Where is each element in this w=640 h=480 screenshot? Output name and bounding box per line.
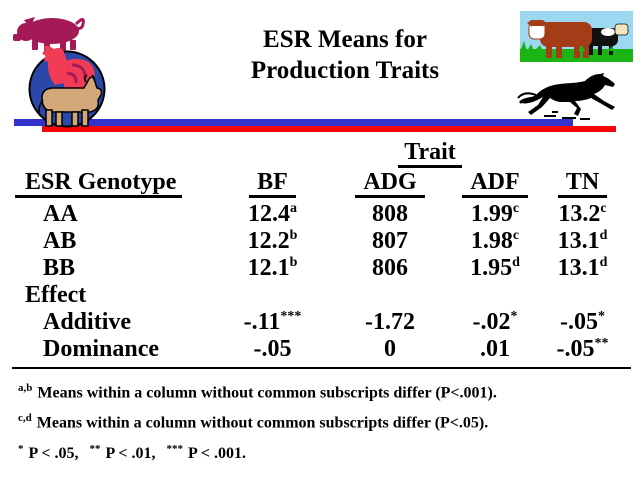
cell-superscript: c [512,201,520,216]
cell-superscript: a [290,201,297,216]
trait-spacer [15,139,225,169]
table-cell [225,282,320,309]
cell-superscript: ** [594,336,609,351]
cell-superscript: b [289,228,298,243]
table-cell: -.02* [472,309,518,335]
row-label: AB [43,228,77,254]
slide-title: ESR Means for Production Traits [175,24,515,86]
grass-tuft [520,41,615,51]
title-line-1: ESR Means for [263,26,427,53]
footnotes: a,b Means within a column without common … [18,379,632,470]
table-cell: 1.95d [470,255,520,281]
footnote-separator-line [12,367,631,369]
cell-superscript: d [512,255,520,270]
table-cell [530,282,635,309]
row-label: AA [43,201,78,227]
table-cell: 13.2c [558,201,607,227]
column-header-bf: BF [225,169,320,201]
row-label: Additive [43,309,132,335]
trait-group-header: Trait [225,139,635,169]
cell-superscript: * [510,309,518,324]
section-label: Effect [25,282,87,308]
title-line-2: Production Traits [250,57,440,84]
rooster-cow-circle [28,45,106,128]
table-cell: -.05** [556,336,609,362]
table-cell: -.05* [560,309,605,335]
table-cell: 13.1d [557,228,608,254]
cell-superscript: b [289,255,298,270]
table-cell: 12.1b [247,255,298,281]
table-cell: -.11*** [243,309,302,335]
cell-superscript: *** [280,309,302,324]
divider-bar-blue [14,119,573,126]
cell-superscript: c [600,201,607,216]
esr-means-table: Trait ESR Genotype BF ADG ADF TN AA 12.4… [15,139,635,363]
cell-superscript: d [599,255,608,270]
table-cell: 806 [372,255,408,281]
table-cell: 1.98c [470,228,520,254]
table-cell: 13.1d [557,255,608,281]
table-cell: -.05 [253,336,292,362]
table-cell: .01 [480,336,510,362]
table-cell: 808 [372,201,408,227]
column-header-tn: TN [530,169,635,201]
row-label: Dominance [43,336,159,362]
motion-dashes [544,111,590,120]
cell-superscript: c [512,228,520,243]
trait-group-label: Trait [398,139,462,168]
table-cell [320,282,460,309]
table-cell: 12.2b [247,228,298,254]
table-cell: 12.4a [248,201,297,227]
divider-bar-red [42,126,616,132]
table-cell: 0 [384,336,396,362]
pig-rooster-cow-logo-icon [13,17,106,128]
table-cell: -1.72 [365,309,415,335]
table-cell: 1.99c [470,201,520,227]
column-header-adf: ADF [460,169,530,201]
footnote-significance: * P < .05, ** P < .01, *** P < .001. [18,442,247,462]
cell-superscript: d [599,228,608,243]
row-label: BB [43,255,76,281]
cattle-grazing-icon [520,11,633,62]
pig-icon [13,17,85,51]
galloping-horse-icon [517,73,615,120]
black-cow-icon [584,23,629,55]
column-header-genotype: ESR Genotype [15,169,225,201]
footnote-ab: a,b Means within a column without common … [18,382,497,402]
cell-superscript: * [598,309,605,324]
cow-icon [38,74,103,127]
footnote-cd: c,d Means within a column without common … [18,412,489,432]
brown-cow-icon [527,20,592,58]
table-cell [460,282,530,309]
table-cell: 807 [372,228,408,254]
column-header-adg: ADG [320,169,460,201]
